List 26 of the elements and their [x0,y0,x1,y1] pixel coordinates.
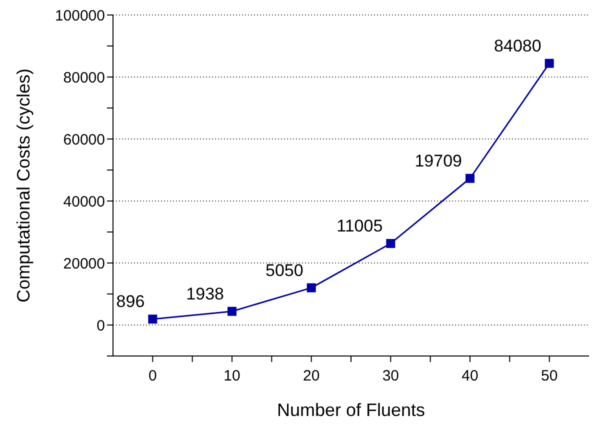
x-tick-label: 0 [148,368,157,385]
point [466,174,474,183]
x-tick-label: 10 [224,368,240,385]
point [306,283,316,292]
x-tick-label: 30 [382,368,400,385]
x-tick-label: 50 [540,368,558,385]
y-tick-label: 40000 [63,193,105,210]
point [386,238,396,248]
x-axis-title: Number of Fluents [276,400,426,420]
point [544,58,554,68]
annotation: 5050 [266,260,304,280]
annotation: 19709 [414,151,462,170]
x-tick-label: 40 [462,368,478,385]
y-tick-label: 20000 [63,255,105,272]
x-tick-label: 20 [302,368,320,385]
y-tick-label: 60000 [63,131,105,148]
point [228,306,236,316]
annotation: 11005 [336,216,383,236]
point [148,314,158,324]
y-axis-title: Computational Costs (cycles) [13,68,34,303]
y-tick-label: 0 [96,317,105,334]
y-tick-label: 80000 [63,69,105,86]
annotation: 1938 [186,284,224,304]
annotation: 84080 [494,36,542,56]
annotation: 896 [116,292,145,312]
y-tick-label: 100000 [54,7,105,24]
